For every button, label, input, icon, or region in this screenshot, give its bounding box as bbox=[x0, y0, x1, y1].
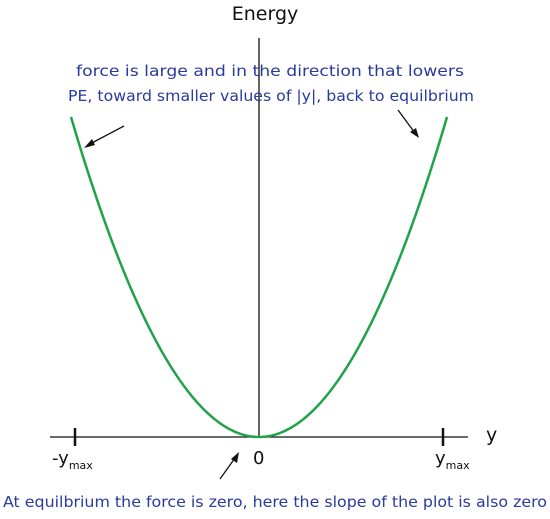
tick-label-neg-ymax-main: -y bbox=[52, 448, 69, 469]
arrow-left-shaft bbox=[87, 125, 125, 146]
potential-energy-curve bbox=[69, 116, 449, 439]
annotation-top-line2: PE, toward smaller values of |y|, back t… bbox=[68, 87, 474, 105]
tick-label-pos-ymax-main: y bbox=[435, 448, 446, 469]
arrow-right-shaft bbox=[397, 109, 416, 134]
annotation-top-line1: force is large and in the direction that… bbox=[76, 62, 464, 80]
tick-label-pos-ymax: ymax bbox=[435, 448, 470, 472]
y-axis-label: Energy bbox=[232, 3, 299, 25]
x-axis-label: y bbox=[486, 424, 497, 446]
tick-label-neg-ymax-sub: max bbox=[69, 459, 93, 472]
arrow-right-head bbox=[410, 128, 419, 138]
arrow-bottom-head bbox=[231, 452, 239, 463]
annotation-bottom: At equilbrium the force is zero, here th… bbox=[3, 493, 547, 511]
tick-label-pos-ymax-sub: max bbox=[446, 459, 470, 472]
arrow-left-head bbox=[84, 139, 95, 148]
arrow-bottom-shaft bbox=[219, 457, 236, 480]
tick-label-zero: 0 bbox=[253, 448, 264, 469]
tick-label-neg-ymax: -ymax bbox=[52, 448, 93, 472]
